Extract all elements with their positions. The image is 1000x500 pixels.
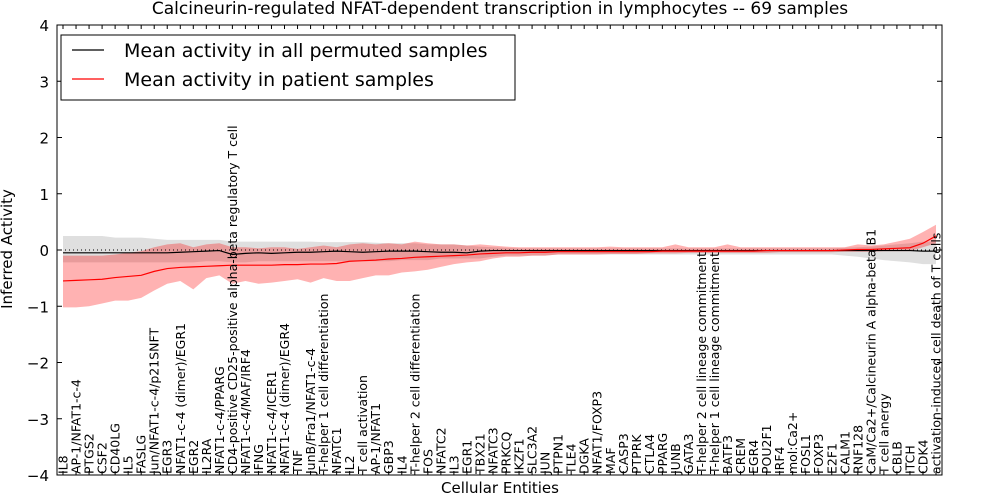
x-tick-label: EGR4 bbox=[746, 440, 761, 474]
x-tick-label: NFAT1-c-4/ICER1 bbox=[264, 370, 279, 474]
x-tick-label: CSF2 bbox=[95, 442, 110, 474]
x-tick-label: NFATC1 bbox=[329, 427, 344, 474]
x-tick-label: AP-1/NFAT1 bbox=[368, 403, 383, 474]
y-tick-label: 3 bbox=[39, 73, 49, 91]
x-tick-label: T-helper 1 cell differentiation bbox=[316, 294, 331, 475]
legend-label-patient: Mean activity in patient samples bbox=[124, 69, 434, 91]
x-tick-label: POU2F1 bbox=[759, 424, 774, 474]
x-tick-label: E2F1 bbox=[824, 443, 839, 474]
x-tick-label: EGR2 bbox=[186, 440, 201, 474]
y-tick-label: −1 bbox=[27, 298, 49, 316]
x-tick-label: BATF3 bbox=[720, 435, 735, 474]
x-tick-label: TLE4 bbox=[564, 444, 579, 475]
x-tick-label: T-helper 2 cell differentiation bbox=[407, 294, 422, 475]
y-tick-label: −4 bbox=[27, 467, 49, 485]
x-tick-label: FOS bbox=[420, 449, 435, 474]
x-tick-label: CALM1 bbox=[837, 431, 852, 474]
x-tick-label: IL2RA bbox=[199, 438, 214, 474]
y-axis-label: Inferred Activity bbox=[0, 189, 16, 309]
x-tick-label: IRF4 bbox=[772, 446, 787, 474]
x-tick-label: IL2 bbox=[342, 455, 357, 474]
x-tick-label: JUN bbox=[538, 452, 553, 475]
x-tick-label: TNF bbox=[290, 450, 305, 475]
x-tick-label: PTPRK bbox=[629, 434, 644, 474]
x-tick-label: IL3 bbox=[446, 455, 461, 474]
x-tick-label: CaM/Ca2+/Calcineurin A alpha-beta B1 bbox=[863, 229, 878, 474]
x-tick-label: mol:Ca2+ bbox=[785, 412, 800, 474]
x-tick-label: IKZF1 bbox=[512, 438, 527, 474]
x-tick-label: MAF bbox=[603, 447, 618, 474]
y-tick-label: 4 bbox=[39, 17, 49, 35]
x-tick-label: NFATC3 bbox=[485, 427, 500, 474]
x-axis: IL8AP-1/NFAT1-c-4PTGS2CSF2CD40LGIL5FASLG… bbox=[56, 25, 944, 475]
line-patient-mean bbox=[62, 235, 937, 282]
x-tick-label: NFAT1-c-4 (dimer)/EGR1 bbox=[173, 323, 188, 474]
x-tick-label: GATA3 bbox=[681, 434, 696, 474]
band-patient bbox=[63, 224, 936, 308]
x-tick-label: PTGS2 bbox=[82, 433, 97, 474]
x-tick-label: CBLB bbox=[889, 441, 904, 474]
chart-title: Calcineurin-regulated NFAT-dependent tra… bbox=[152, 0, 848, 19]
x-tick-label: CTLA4 bbox=[642, 434, 657, 474]
x-tick-label: NFAT1/FOXP3 bbox=[590, 391, 605, 474]
x-tick-label: IL8 bbox=[56, 455, 71, 474]
x-tick-label: DGKA bbox=[577, 438, 592, 474]
x-tick-label: NFAT1-c-4/MAF/IRF4 bbox=[238, 349, 253, 474]
x-tick-label: T-helper 2 cell lineage commitment bbox=[694, 252, 709, 475]
x-tick-label: AP-1/NFAT1-c-4 bbox=[69, 379, 84, 474]
x-tick-label: Jun/NFAT1-c-4/p21SNFT bbox=[147, 328, 162, 475]
x-tick-label: GBP3 bbox=[381, 440, 396, 474]
y-tick-label: 0 bbox=[39, 242, 49, 260]
legend-box bbox=[60, 34, 516, 101]
legend: Mean activity in all permuted samples Me… bbox=[60, 34, 516, 101]
x-tick-label: IFNG bbox=[251, 444, 266, 474]
x-tick-label: CDK4 bbox=[915, 439, 930, 474]
x-tick-label: CD40LG bbox=[108, 423, 123, 474]
x-tick-label: CREM bbox=[733, 438, 748, 474]
x-tick-label: NFATC2 bbox=[433, 427, 448, 474]
x-tick-label: PPARG bbox=[655, 433, 670, 474]
x-tick-label: ITCH bbox=[902, 445, 917, 474]
y-tick-label: −3 bbox=[27, 411, 49, 429]
x-tick-label: IL4 bbox=[394, 455, 409, 474]
x-tick-label: TBX21 bbox=[472, 433, 487, 475]
confidence-bands bbox=[63, 224, 936, 308]
x-tick-label: PTPN1 bbox=[551, 434, 566, 474]
x-tick-label: CASP3 bbox=[616, 433, 631, 474]
x-tick-label: RNF128 bbox=[850, 425, 865, 474]
y-tick-label: 1 bbox=[39, 186, 49, 204]
x-tick-label: EGR1 bbox=[459, 440, 474, 474]
x-tick-label: FOSL1 bbox=[798, 434, 813, 474]
legend-label-permuted: Mean activity in all permuted samples bbox=[124, 40, 487, 62]
x-tick-label: SLC3A2 bbox=[525, 426, 540, 474]
x-tick-label: NFAT1-c-4/PPARG bbox=[212, 366, 227, 474]
y-tick-label: 2 bbox=[39, 130, 49, 148]
x-tick-label: activation-induced cell death of T cells bbox=[929, 233, 944, 474]
x-tick-label: JUNB bbox=[668, 443, 683, 475]
x-tick-label: FOXP3 bbox=[811, 434, 826, 474]
x-tick-label: JunB/Fra1/NFAT1-c-4 bbox=[303, 348, 318, 475]
x-tick-label: CD4-positive CD25-positive alpha-beta re… bbox=[225, 125, 240, 474]
series-lines bbox=[62, 235, 937, 282]
y-tick-label: −2 bbox=[27, 355, 49, 373]
x-tick-label: NFAT1-c-4 (dimer)/EGR4 bbox=[277, 323, 292, 474]
x-tick-label: EGR3 bbox=[160, 440, 175, 474]
x-axis-label: Cellular Entities bbox=[441, 479, 559, 497]
x-tick-label: T cell activation bbox=[355, 375, 370, 475]
y-axis: −4 −3 −2 −1 0 1 2 3 4 bbox=[27, 17, 942, 485]
x-tick-label: T cell anergy bbox=[876, 393, 891, 475]
x-tick-label: PRKCQ bbox=[499, 432, 514, 474]
x-tick-label: IL5 bbox=[121, 455, 136, 474]
x-tick-label: T-helper 1 cell lineage commitment bbox=[707, 252, 722, 475]
x-tick-label: FASLG bbox=[134, 435, 149, 474]
